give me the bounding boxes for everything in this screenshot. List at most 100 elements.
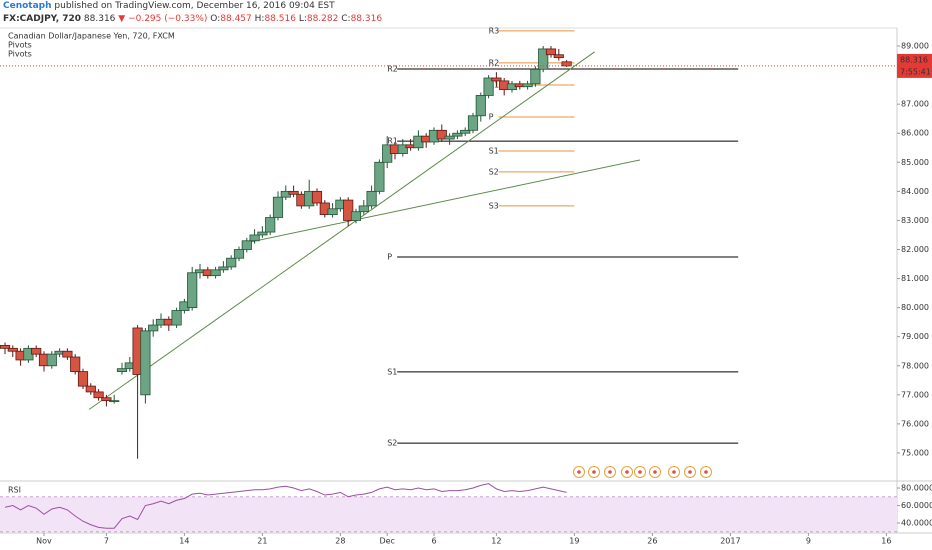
- countdown: 7:55:41: [900, 67, 931, 76]
- event-icon-dots: [577, 470, 708, 474]
- y-tick-label: 85.000: [901, 158, 929, 167]
- candle-body: [561, 61, 572, 67]
- candle-body: [522, 83, 533, 88]
- x-tick-label: 12: [491, 537, 501, 546]
- rsi-y-tick-label: 60.0000: [901, 501, 932, 510]
- pivot-label: R2: [489, 58, 500, 67]
- y-tick-label: 78.000: [901, 361, 929, 370]
- indicator-label: Pivots: [8, 41, 32, 50]
- rsi-y-tick-label: 80.0000: [901, 484, 932, 493]
- rsi-y-tick-label: 40.0000: [901, 518, 932, 527]
- header-line-1: Cenotaph published on TradingView.com, D…: [3, 0, 382, 13]
- pivot-label: S1: [387, 367, 397, 376]
- x-tick-label: 9: [806, 537, 811, 546]
- last: 88.316: [83, 14, 116, 24]
- x-tick-label: 2017: [720, 537, 740, 546]
- pivot-label: R3: [489, 26, 500, 35]
- candle-body: [140, 330, 151, 396]
- candle-body: [171, 310, 182, 326]
- candle-body: [397, 144, 408, 154]
- pivot-label: S2: [387, 439, 397, 448]
- published: published on TradingView.com, December 1…: [54, 1, 335, 11]
- pivot-label: S3: [489, 201, 499, 210]
- y-tick-label: 86.000: [901, 129, 929, 138]
- ohlc-l-value: 88.282: [306, 14, 339, 24]
- rsi-title: RSI: [8, 486, 21, 495]
- candle-body: [366, 190, 377, 207]
- candle-body: [311, 190, 323, 204]
- y-tick-label: 89.000: [901, 42, 929, 51]
- y-tick-label: 75.000: [901, 448, 929, 457]
- candle-body: [265, 217, 276, 233]
- y-tick-label: 81.000: [901, 274, 929, 283]
- x-tick-label: 26: [647, 537, 657, 546]
- author[interactable]: Cenotaph: [3, 1, 52, 11]
- y-tick-label: 87.000: [901, 100, 929, 109]
- candle-body: [116, 368, 128, 372]
- pivot-label: P: [489, 112, 494, 121]
- candle-body: [249, 234, 260, 242]
- ohlc-l: L:: [298, 14, 307, 24]
- candle-body: [257, 231, 268, 236]
- candle-body: [545, 48, 557, 56]
- candle-body: [70, 356, 81, 372]
- candle-body: [109, 400, 120, 403]
- candle-body: [241, 240, 252, 250]
- x-tick-label: Dec: [379, 537, 394, 546]
- candle-body: [46, 353, 57, 367]
- candle-body: [483, 77, 494, 96]
- symbol: FX:CADJPY, 720: [3, 14, 82, 24]
- chart-title: Canadian Dollar/Japanese Yen, 720, FXCM: [8, 32, 175, 41]
- x-tick-label: 21: [257, 537, 267, 546]
- ohlc-o-value: 88.457: [220, 14, 252, 24]
- candle-body: [350, 211, 362, 221]
- y-tick-label: 77.000: [901, 390, 929, 399]
- candle-body: [31, 347, 42, 355]
- trendline: [88, 51, 595, 410]
- header: Cenotaph published on TradingView.com, D…: [3, 0, 382, 26]
- y-tick-label: 84.000: [901, 187, 929, 196]
- candle-body: [210, 269, 221, 277]
- candle-body: [538, 48, 549, 70]
- candle-body: [272, 196, 284, 218]
- candle-body: [436, 129, 447, 140]
- last-price-box: [897, 53, 932, 78]
- indicator-label: Pivots: [8, 50, 32, 59]
- y-tick-label: 82.000: [901, 245, 929, 254]
- candle-body: [288, 190, 299, 195]
- x-tick-label: 14: [179, 537, 189, 546]
- candle-body: [444, 135, 455, 140]
- pivot-label: P: [387, 253, 392, 262]
- candle-body: [327, 208, 338, 216]
- rsi-line: [4, 483, 567, 529]
- ohlc-c-value: 88.316: [350, 14, 383, 24]
- candle-body: [467, 115, 479, 131]
- y-tick-label: 80.000: [901, 303, 929, 312]
- candle-body: [233, 249, 245, 259]
- x-tick-label: 19: [569, 537, 579, 546]
- candle-body: [101, 397, 112, 402]
- pivot-label: R1: [489, 80, 500, 89]
- candle-body: [93, 391, 104, 399]
- candle-body: [343, 199, 354, 221]
- candle-body: [452, 132, 463, 137]
- candle-body: [530, 68, 541, 85]
- pivot-label: S1: [489, 146, 499, 155]
- candle-body: [226, 257, 237, 268]
- candle-body: [460, 129, 471, 134]
- x-tick-label: 7: [104, 537, 109, 546]
- ohlc-h: H:: [254, 14, 265, 24]
- last-price-label: 88.316: [900, 55, 928, 64]
- ohlc-c: C:: [341, 14, 351, 24]
- candle-body: [187, 272, 198, 309]
- candle-body: [7, 347, 18, 352]
- trendline: [245, 159, 641, 244]
- candle-body: [148, 324, 159, 332]
- y-tick-label: 79.000: [901, 332, 929, 341]
- y-tick-label: 83.000: [901, 216, 929, 225]
- candle-body: [85, 385, 96, 393]
- y-tick-label: 76.000: [901, 419, 929, 428]
- pivot-label: R2: [387, 64, 398, 73]
- header-line-2: FX:CADJPY, 720 88.316 ▼ −0.295 (−0.33%) …: [3, 13, 382, 26]
